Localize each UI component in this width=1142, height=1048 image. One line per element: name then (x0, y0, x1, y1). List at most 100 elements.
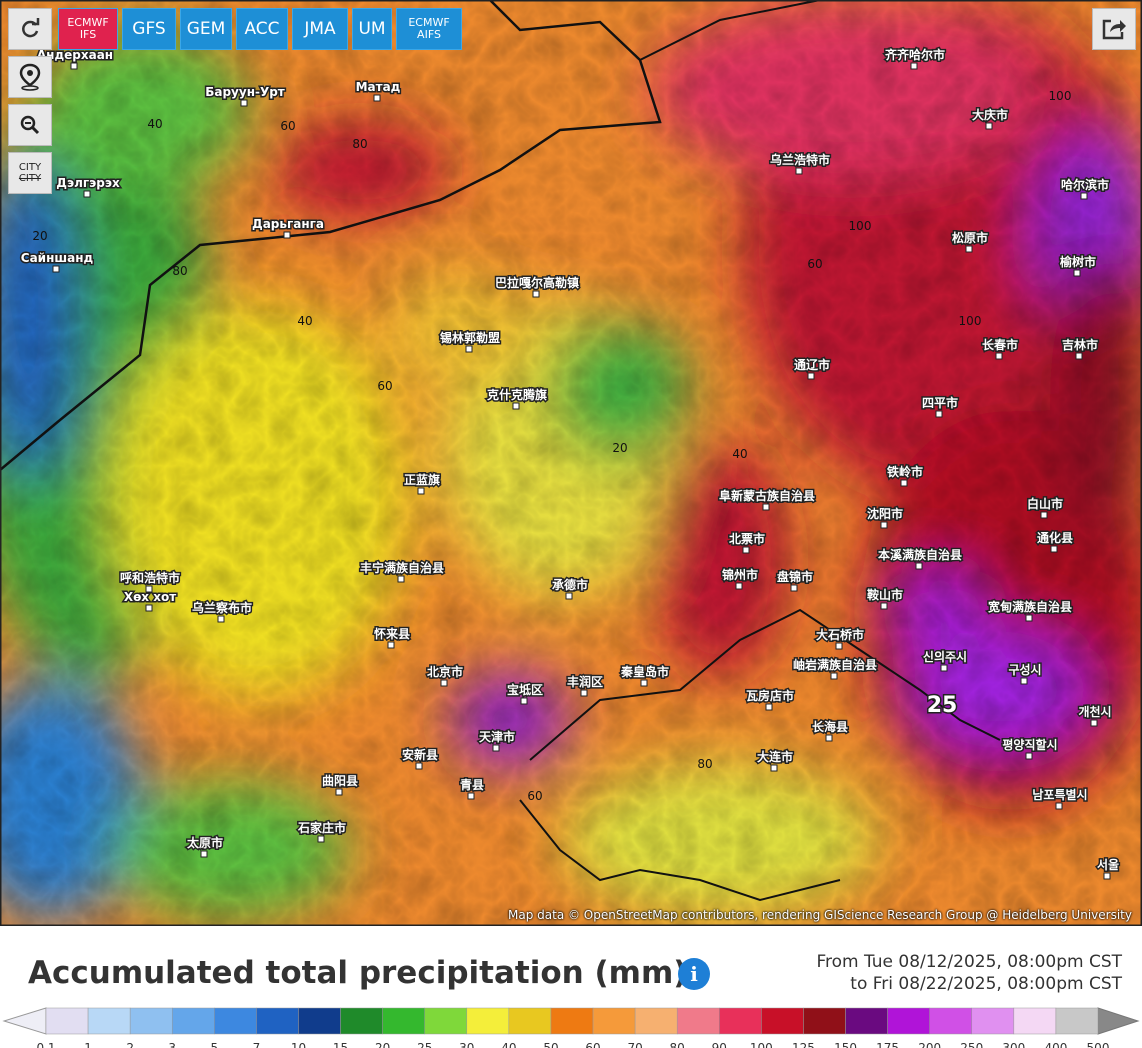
place-marker (1050, 545, 1058, 553)
scale-swatch (634, 1007, 678, 1035)
place-marker (217, 615, 225, 623)
scale-swatch (466, 1007, 510, 1035)
place-marker (1103, 872, 1111, 880)
model-button[interactable]: GFS (122, 8, 176, 50)
scale-swatch (887, 1007, 930, 1035)
place-marker (1020, 677, 1028, 685)
place-label: 四平市 (922, 395, 958, 410)
place-label: 개천시 (1078, 704, 1111, 719)
place-label: Хөх хот (124, 590, 176, 604)
place-marker (520, 697, 528, 705)
contour-label: 60 (377, 379, 392, 393)
scale-label: 5 (210, 1041, 218, 1048)
place-marker (965, 245, 973, 253)
contour-label: 60 (280, 119, 295, 133)
place-label: 岫岩满族自治县 (793, 657, 877, 672)
place-marker (283, 231, 291, 239)
scale-label: 70 (627, 1041, 642, 1048)
zoom-button[interactable] (8, 104, 52, 146)
place-marker (765, 703, 773, 711)
model-button[interactable]: GEM (180, 8, 232, 50)
scale-label: 2 (126, 1041, 134, 1048)
date-to: to Fri 08/22/2025, 08:00pm CST (850, 974, 1122, 994)
place-marker (415, 762, 423, 770)
place-marker (735, 582, 743, 590)
place-label: 阜新蒙古族自治县 (719, 488, 815, 503)
labels: Баруун-Урт Матад Дарьганга Сайншанд Дэлгэрэх… (19, 46, 1121, 880)
place-label: 太原市 (187, 835, 223, 850)
place-marker (145, 585, 153, 593)
place-label: 呼和浩特市 (120, 570, 180, 585)
contour-label: 60 (807, 257, 822, 271)
scale-swatch (676, 1007, 720, 1035)
scale-label: 1 (84, 1041, 92, 1048)
place-marker (995, 352, 1003, 360)
model-label: IFS (79, 28, 97, 41)
place-label: 北京市 (427, 664, 463, 679)
place-label: 安新县 (402, 747, 438, 762)
place-label: Дэлгэрэх (56, 176, 120, 190)
place-label: 구성시 (1008, 663, 1041, 677)
model-label: ECMWF (408, 16, 450, 29)
place-marker (1025, 752, 1033, 760)
scale-label: 200 (918, 1041, 941, 1048)
location-button[interactable] (8, 56, 52, 98)
info-button[interactable]: i (678, 958, 710, 990)
map[interactable]: Баруун-Урт Матад Дарьганга Сайншанд Дэлгэрэх… (0, 0, 1142, 926)
city-toggle[interactable]: CITY CITY (8, 152, 52, 194)
model-button[interactable]: ECMWF AIFS (396, 8, 462, 50)
scale-swatch (971, 1007, 1015, 1035)
place-label: 正蓝旗 (404, 472, 440, 487)
place-label: 通化县 (1037, 530, 1073, 545)
place-label: 承德市 (552, 577, 588, 592)
texture (0, 0, 1142, 926)
place-label: 大石桥市 (816, 627, 864, 642)
date-from: From Tue 08/12/2025, 08:00pm CST (816, 952, 1122, 972)
scale-label: 250 (960, 1041, 983, 1048)
scale-swatch (761, 1007, 804, 1035)
place-label: Сайншанд (21, 251, 94, 265)
place-label: 白山市 (1027, 496, 1063, 511)
place-marker (417, 487, 425, 495)
place-marker (512, 402, 520, 410)
place-label: 松原市 (952, 230, 988, 245)
place-label: 大庆市 (972, 107, 1008, 122)
share-button[interactable] (1092, 8, 1136, 50)
legend-title: Accumulated total precipitation (mm) (28, 955, 688, 991)
contour-label: 100 (959, 314, 982, 328)
place-marker (52, 265, 60, 273)
model-label: GEM (186, 19, 226, 39)
place-label: 鞍山市 (867, 587, 903, 602)
place-marker (770, 764, 778, 772)
model-button[interactable]: JMA (292, 8, 348, 50)
place-marker (440, 679, 448, 687)
place-marker (900, 479, 908, 487)
model-button[interactable]: UM (352, 8, 392, 50)
place-marker (985, 122, 993, 130)
place-label: 남포특별시 (1032, 787, 1087, 802)
border (0, 0, 662, 471)
place-label: 哈尔滨市 (1061, 177, 1109, 192)
scale-label: 0.1 (36, 1041, 55, 1048)
place-marker (565, 592, 573, 600)
contour-label: 20 (612, 441, 627, 455)
contour-label: 80 (697, 757, 712, 771)
scale-swatch (1055, 1007, 1099, 1035)
place-label: 锦州市 (722, 567, 758, 582)
place-marker (467, 792, 475, 800)
place-label: 乌兰浩特市 (770, 152, 830, 167)
scale-swatch (129, 1007, 173, 1035)
place-marker (1040, 511, 1048, 519)
model-button[interactable]: ACC (236, 8, 288, 50)
place-label: 乌兰察布市 (192, 600, 252, 615)
place-marker (795, 167, 803, 175)
model-button[interactable]: ECMWF IFS (58, 8, 118, 50)
scale-swatch (845, 1007, 888, 1035)
scale-swatch (929, 1007, 973, 1035)
refresh-button[interactable] (8, 8, 52, 50)
contour-label: 100 (1049, 89, 1072, 103)
place-label: 怀来县 (374, 626, 410, 641)
place-label: 秦皇岛市 (620, 664, 669, 679)
scale-swatch (340, 1007, 383, 1035)
place-label: 榆树市 (1060, 254, 1096, 269)
